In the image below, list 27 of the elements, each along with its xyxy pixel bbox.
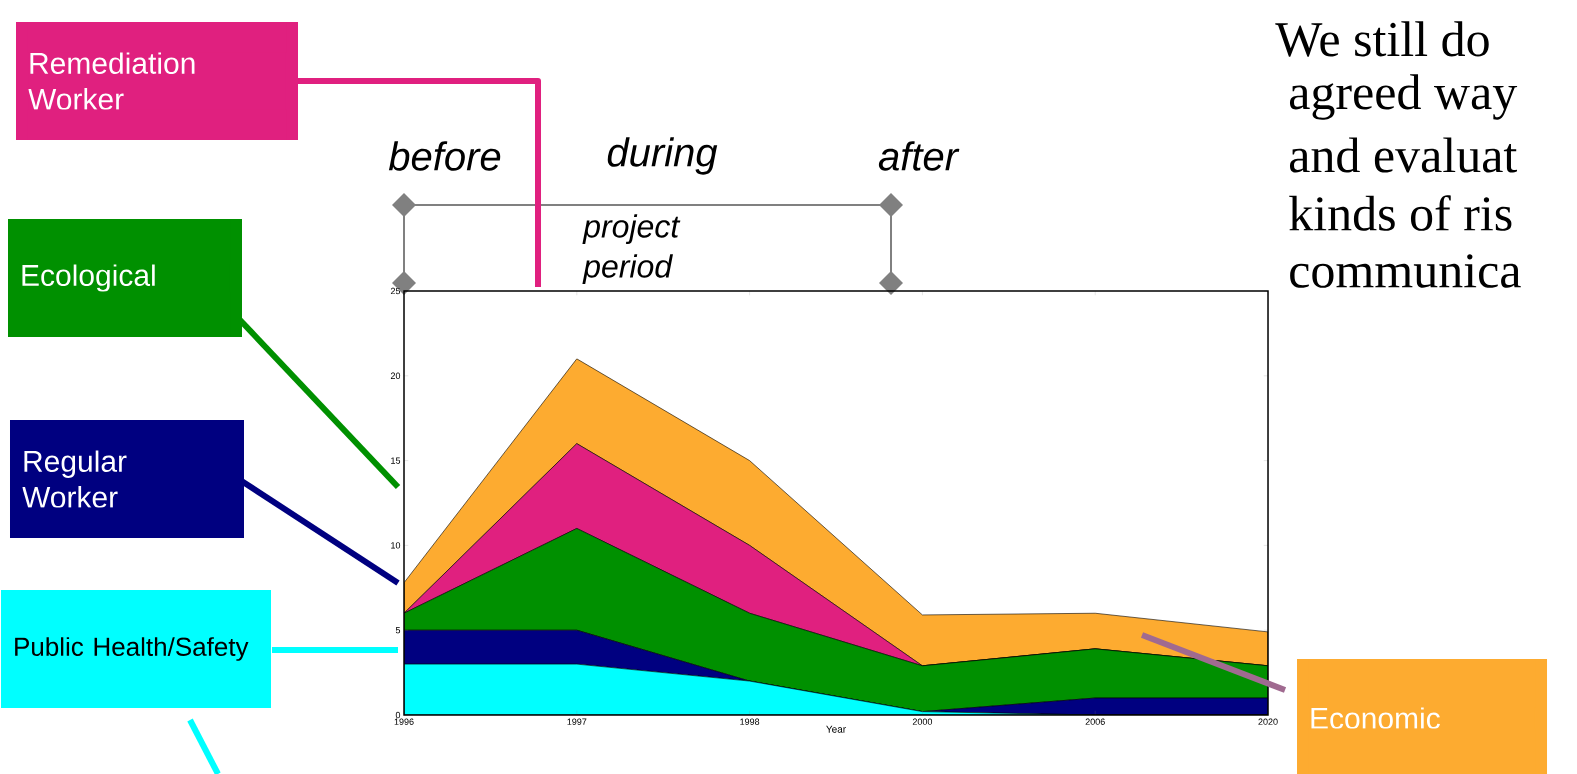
text: before	[388, 141, 501, 171]
text: Regular Worker	[22, 449, 127, 509]
text: kinds of ris	[1289, 195, 1512, 231]
y-tick-label: 0	[395, 711, 401, 719]
y-tick-label: 25	[390, 287, 401, 295]
x-tick-label: 1996	[394, 718, 414, 725]
x-tick-label: 2000	[912, 718, 933, 725]
x-tick-label: 2006	[1085, 718, 1105, 725]
text: during	[607, 137, 718, 175]
text: Public Health/Safety	[15, 636, 249, 662]
text: agreed way	[1289, 74, 1518, 120]
x-tick-label: 1997	[567, 718, 587, 725]
x-tick-label: 1998	[740, 718, 760, 725]
y-tick-label: 10	[391, 542, 401, 549]
series-label: Economic	[1311, 706, 1440, 730]
text: We still do	[1275, 21, 1489, 57]
text: after	[878, 141, 960, 171]
y-tick-label: 15	[391, 457, 401, 464]
text: project period	[582, 214, 681, 285]
text: communica	[1290, 254, 1521, 288]
x-axis-title: Year	[826, 725, 846, 733]
text: Ecological	[22, 264, 155, 292]
text: Remediation Worker	[28, 51, 195, 111]
text: and evaluat	[1289, 137, 1518, 173]
y-tick-label: 5	[395, 627, 401, 634]
x-tick-label: 2020	[1258, 718, 1278, 725]
y-tick-label: 20	[390, 372, 401, 379]
